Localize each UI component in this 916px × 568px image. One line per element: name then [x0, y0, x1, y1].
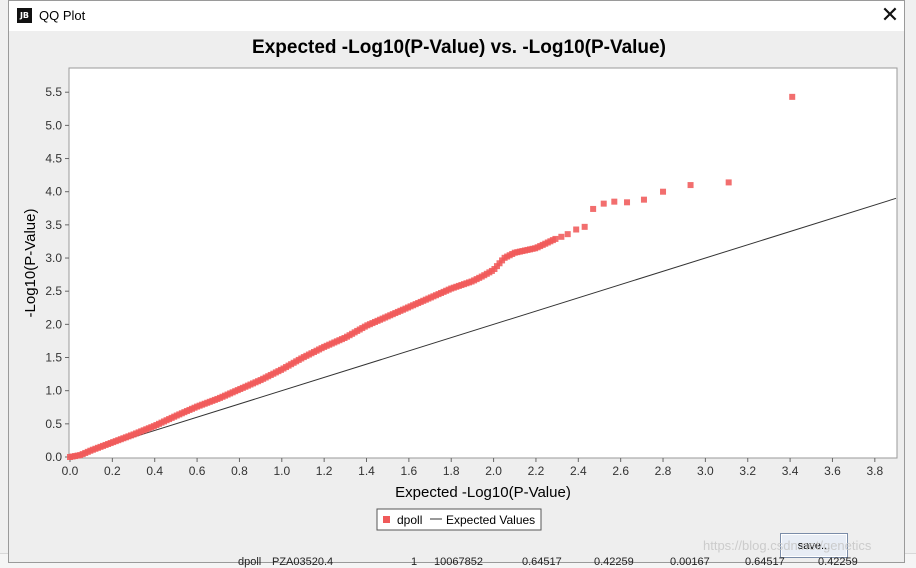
x-tick-label: 0.2 — [104, 464, 121, 478]
y-tick-label: 0.5 — [45, 417, 62, 431]
data-point — [624, 199, 631, 206]
y-tick-label: 2.5 — [45, 284, 62, 298]
qq-chart: Expected -Log10(P-Value) vs. -Log10(P-Va… — [22, 37, 898, 531]
data-point — [789, 93, 796, 100]
expected-values-line — [69, 197, 897, 458]
x-tick-label: 1.8 — [443, 464, 460, 478]
window-title: QQ Plot — [39, 8, 86, 23]
app-icon: JB — [17, 8, 32, 23]
data-point — [687, 182, 694, 189]
title-bar[interactable]: JB QQ Plot ✕ — [9, 1, 904, 31]
x-tick-label: 0.8 — [231, 464, 248, 478]
background-app-left — [0, 0, 8, 567]
x-tick-label: 1.2 — [316, 464, 333, 478]
background-cell: 0.64517 — [522, 556, 562, 568]
x-axis: 0.0 0.2 0.4 0.6 0.8 1.0 1.2 1.4 1.6 1.8 2.0 2.2 2.4 2… — [62, 458, 883, 478]
y-tick-label: 5.5 — [45, 85, 62, 99]
qq-plot-window: JB QQ Plot ✕ Expected -Log10(P-Value) vs… — [8, 0, 905, 563]
data-point — [564, 231, 571, 238]
data-point — [581, 223, 588, 230]
points-layer — [67, 93, 796, 460]
data-point — [600, 200, 607, 207]
x-tick-label: 1.4 — [358, 464, 375, 478]
x-tick-label: 0.6 — [189, 464, 206, 478]
x-tick-label: 0.0 — [62, 464, 79, 478]
y-tick-label: 0.0 — [45, 450, 62, 464]
plot-area — [68, 67, 898, 459]
data-point — [611, 198, 618, 205]
background-cell: 0.42259 — [818, 556, 858, 568]
data-point — [552, 235, 559, 242]
expected-line-layer — [69, 197, 897, 458]
data-point — [660, 188, 667, 195]
y-axis-label: -Log10(P-Value) — [22, 209, 39, 318]
x-tick-label: 2.8 — [655, 464, 672, 478]
save-button[interactable]: save... — [780, 533, 848, 558]
legend: dpoll Expected Values — [376, 508, 542, 531]
y-axis: 0.0 0.5 1.0 1.5 2.0 2.5 3.0 3.5 4.0 4.5 5.0 5.5 — [45, 85, 69, 464]
data-point — [590, 205, 597, 212]
background-cell: PZA03520.4 — [272, 556, 334, 568]
background-cell: 10067852 — [434, 556, 483, 568]
x-tick-label: 2.0 — [485, 464, 502, 478]
y-tick-label: 4.0 — [45, 185, 62, 199]
background-cell: 0.42259 — [594, 556, 634, 568]
data-point — [573, 226, 580, 233]
x-tick-label: 2.2 — [528, 464, 545, 478]
background-cell: 1 — [411, 556, 418, 568]
x-tick-label: 2.6 — [612, 464, 629, 478]
y-tick-label: 4.5 — [45, 152, 62, 166]
y-tick-label: 2.0 — [45, 317, 62, 331]
close-icon[interactable]: ✕ — [880, 2, 900, 27]
chart-title: Expected -Log10(P-Value) vs. -Log10(P-Va… — [252, 37, 666, 58]
x-tick-label: 3.4 — [782, 464, 799, 478]
legend-label-dpoll: dpoll — [397, 513, 422, 527]
x-tick-label: 3.2 — [739, 464, 756, 478]
background-app-right — [905, 30, 916, 567]
y-tick-label: 3.0 — [45, 251, 62, 265]
background-cell: 0.64517 — [745, 556, 785, 568]
y-tick-label: 5.0 — [45, 118, 62, 132]
y-tick-label: 1.0 — [45, 384, 62, 398]
x-tick-label: 1.6 — [401, 464, 418, 478]
data-point — [640, 196, 647, 203]
x-tick-label: 1.0 — [273, 464, 290, 478]
legend-label-expected: Expected Values — [446, 513, 535, 527]
x-tick-label: 2.4 — [570, 464, 587, 478]
x-tick-label: 3.0 — [697, 464, 714, 478]
background-cell: dpoll — [238, 556, 262, 568]
data-point — [725, 179, 732, 186]
legend-marker-dpoll — [383, 516, 390, 523]
y-tick-label: 3.5 — [45, 218, 62, 232]
x-axis-label: Expected -Log10(P-Value) — [395, 484, 571, 501]
x-tick-label: 3.6 — [824, 464, 841, 478]
y-tick-label: 1.5 — [45, 351, 62, 365]
x-tick-label: 0.4 — [146, 464, 163, 478]
x-tick-label: 3.8 — [866, 464, 883, 478]
background-cell: 0.00167 — [670, 556, 710, 568]
data-point — [558, 233, 565, 240]
